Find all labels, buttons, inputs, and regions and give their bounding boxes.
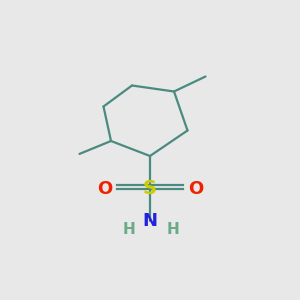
Text: N: N: [142, 212, 158, 230]
Text: H: H: [123, 222, 135, 237]
Text: H: H: [166, 222, 179, 237]
Text: S: S: [143, 179, 157, 199]
Text: O: O: [97, 180, 112, 198]
Text: O: O: [188, 180, 203, 198]
